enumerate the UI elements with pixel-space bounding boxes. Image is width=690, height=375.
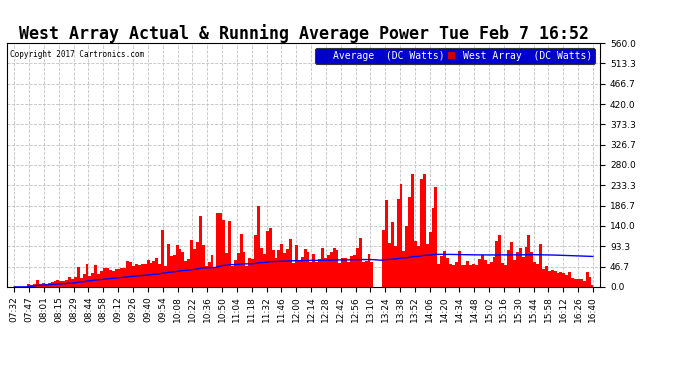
Text: Copyright 2017 Cartronics.com: Copyright 2017 Cartronics.com [10, 51, 144, 59]
Title: West Array Actual & Running Average Power Tue Feb 7 16:52: West Array Actual & Running Average Powe… [19, 24, 589, 43]
Legend: Average  (DC Watts), West Array  (DC Watts): Average (DC Watts), West Array (DC Watts… [315, 48, 595, 64]
